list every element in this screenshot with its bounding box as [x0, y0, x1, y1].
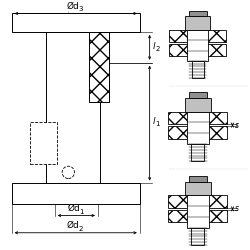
Bar: [168, 196, 227, 208]
Bar: [185, 16, 210, 30]
Text: Ød: Ød: [68, 204, 80, 212]
Bar: [168, 126, 227, 138]
Bar: [12, 184, 140, 204]
Bar: [170, 30, 226, 42]
Bar: [184, 98, 211, 112]
Text: 2: 2: [79, 226, 83, 232]
Bar: [184, 182, 211, 196]
Text: 1: 1: [80, 208, 84, 214]
Bar: [189, 11, 206, 16]
Bar: [89, 32, 109, 102]
Text: l: l: [152, 118, 155, 126]
Bar: [170, 44, 226, 56]
Bar: [12, 14, 140, 32]
Text: 3: 3: [79, 6, 84, 12]
Bar: [192, 228, 204, 245]
Bar: [168, 112, 227, 124]
Text: Ød: Ød: [67, 2, 80, 11]
Bar: [187, 196, 209, 228]
Text: 1: 1: [156, 121, 160, 127]
Text: Ød: Ød: [67, 221, 80, 230]
Bar: [188, 92, 207, 98]
Bar: [192, 61, 204, 78]
Bar: [46, 32, 100, 184]
Bar: [192, 144, 204, 161]
Text: 2: 2: [156, 46, 160, 52]
Text: s: s: [235, 120, 239, 130]
Bar: [30, 122, 57, 164]
Text: s: s: [235, 204, 239, 213]
Bar: [187, 30, 208, 61]
Bar: [188, 176, 207, 182]
Text: l: l: [152, 42, 155, 50]
Bar: [168, 210, 227, 222]
Bar: [187, 112, 209, 144]
